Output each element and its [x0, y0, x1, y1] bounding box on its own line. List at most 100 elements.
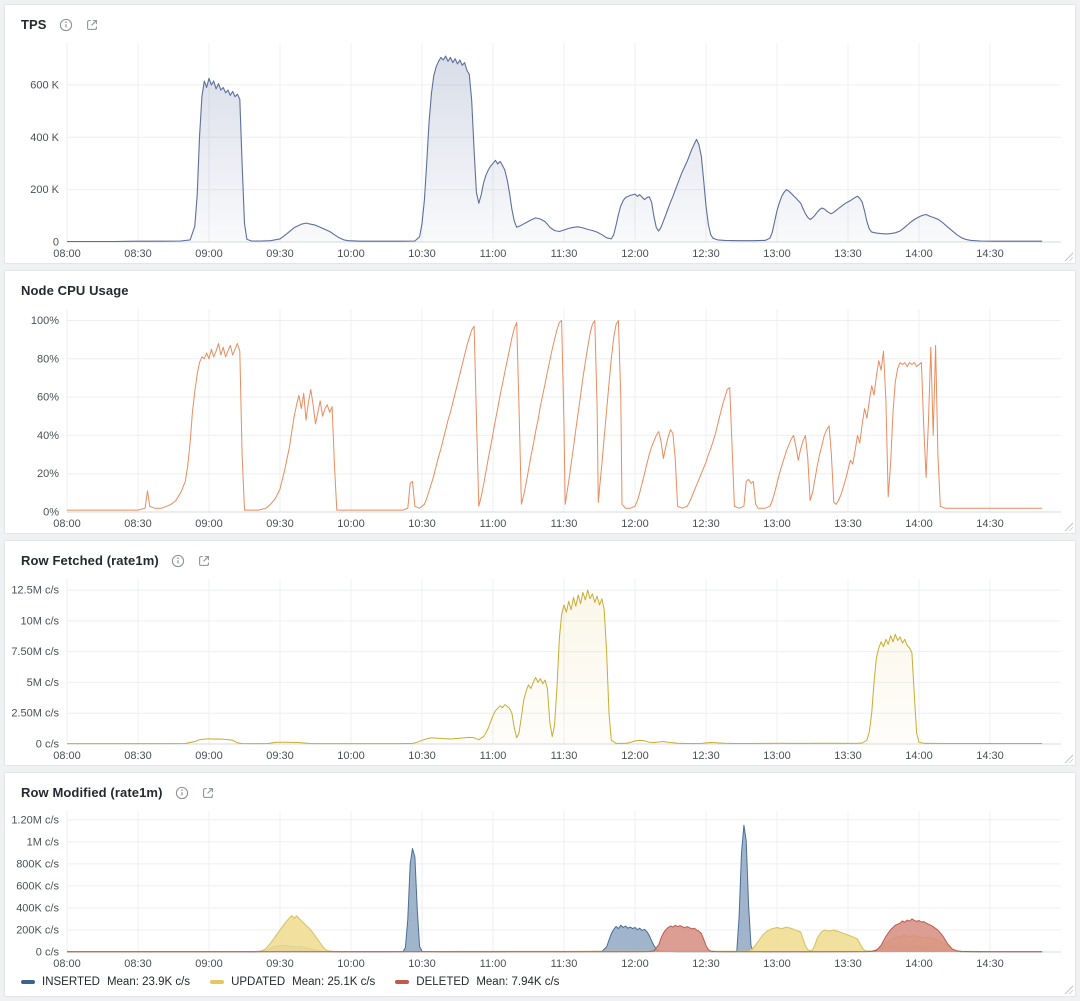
svg-text:09:00: 09:00	[195, 518, 223, 530]
chart-area: 08:00 08:30 09:00 09:30 10:00 10:30 11:00 11:30…	[5, 35, 1075, 263]
svg-text:08:30: 08:30	[124, 518, 152, 530]
svg-text:12:00: 12:00	[621, 750, 649, 762]
svg-text:08:00: 08:00	[53, 518, 81, 530]
svg-text:11:00: 11:00	[480, 750, 507, 762]
cpu-chart[interactable]: 08:00 08:30 09:00 09:30 10:00 10:30 11:00 11:30…	[5, 301, 1075, 533]
svg-text:08:00: 08:00	[53, 958, 81, 970]
legend-swatch-inserted	[21, 980, 35, 984]
legend-swatch-deleted	[395, 980, 410, 984]
svg-text:40%: 40%	[37, 430, 59, 442]
svg-text:12:30: 12:30	[692, 958, 720, 970]
panel-title: Node CPU Usage	[21, 283, 129, 298]
svg-text:600K c/s: 600K c/s	[16, 880, 59, 892]
chart-area: 08:00 08:30 09:00 09:30 10:00 10:30 11:00 11:30…	[5, 571, 1075, 765]
svg-text:12:30: 12:30	[692, 248, 720, 260]
svg-text:600 K: 600 K	[30, 79, 59, 91]
legend-label: UPDATED	[231, 976, 286, 988]
svg-text:08:30: 08:30	[124, 248, 152, 260]
svg-text:13:30: 13:30	[834, 518, 862, 530]
svg-text:800K c/s: 800K c/s	[16, 858, 59, 870]
svg-text:09:30: 09:30	[266, 750, 294, 762]
chart-area: 08:00 08:30 09:00 09:30 10:00 10:30 11:00 11:30…	[5, 803, 1075, 973]
row-modified-chart[interactable]: 08:00 08:30 09:00 09:30 10:00 10:30 11:00 11:30…	[5, 803, 1075, 973]
external-link-icon[interactable]	[85, 18, 99, 32]
svg-text:400K c/s: 400K c/s	[16, 902, 59, 914]
svg-text:12:00: 12:00	[621, 248, 649, 260]
svg-text:12:00: 12:00	[621, 518, 649, 530]
svg-text:09:00: 09:00	[195, 248, 223, 260]
svg-text:08:00: 08:00	[53, 248, 81, 260]
svg-text:10:30: 10:30	[408, 248, 436, 260]
svg-text:14:30: 14:30	[976, 958, 1004, 970]
svg-text:1M c/s: 1M c/s	[27, 836, 60, 848]
legend-item-updated[interactable]: UPDATED Mean: 25.1K c/s	[210, 976, 375, 988]
svg-text:09:00: 09:00	[195, 958, 223, 970]
legend-swatch-updated	[210, 980, 225, 984]
svg-text:12:30: 12:30	[692, 750, 720, 762]
panel-node-cpu-usage: Node CPU Usage 08:00 08:30 09:00 09:30 10:00…	[4, 270, 1076, 534]
legend-label: INSERTED	[42, 976, 100, 988]
svg-text:09:30: 09:30	[266, 518, 294, 530]
svg-text:10:30: 10:30	[408, 750, 436, 762]
svg-text:200K c/s: 200K c/s	[16, 925, 59, 937]
row-fetched-chart[interactable]: 08:00 08:30 09:00 09:30 10:00 10:30 11:00 11:30…	[5, 571, 1075, 765]
svg-text:14:30: 14:30	[976, 518, 1004, 530]
svg-text:13:00: 13:00	[763, 518, 791, 530]
tps-chart[interactable]: 08:00 08:30 09:00 09:30 10:00 10:30 11:00 11:30…	[5, 35, 1075, 263]
svg-text:7.50M c/s: 7.50M c/s	[11, 646, 59, 658]
panel-row-modified: Row Modified (rate1m) 08:00 08:30 09:00 09:…	[4, 772, 1076, 997]
svg-text:11:30: 11:30	[551, 750, 578, 762]
svg-text:13:00: 13:00	[763, 248, 791, 260]
info-icon[interactable]	[59, 18, 73, 32]
svg-text:60%: 60%	[37, 392, 59, 404]
panel-tps: TPS 08:00 08:30 09:00 09:30 10:00 10:30 11:00 1…	[4, 4, 1076, 264]
svg-text:1.20M c/s: 1.20M c/s	[11, 814, 59, 826]
panel-header: TPS	[5, 5, 1075, 35]
svg-text:14:00: 14:00	[905, 248, 933, 260]
svg-text:20%: 20%	[37, 468, 59, 480]
svg-text:11:00: 11:00	[480, 248, 507, 260]
svg-text:200 K: 200 K	[30, 184, 59, 196]
legend-mean: Mean: 23.9K c/s	[106, 976, 191, 988]
svg-text:10:30: 10:30	[408, 518, 436, 530]
legend-item-deleted[interactable]: DELETED Mean: 7.94K c/s	[395, 976, 559, 988]
svg-text:11:30: 11:30	[551, 518, 578, 530]
svg-text:10:30: 10:30	[408, 958, 436, 970]
info-icon[interactable]	[171, 554, 185, 568]
external-link-icon[interactable]	[201, 786, 215, 800]
info-icon[interactable]	[175, 786, 189, 800]
svg-text:0%: 0%	[43, 507, 59, 519]
dashboard: TPS 08:00 08:30 09:00 09:30 10:00 10:30 11:00 1…	[4, 4, 1076, 997]
svg-text:14:00: 14:00	[905, 518, 933, 530]
svg-text:12:00: 12:00	[621, 958, 649, 970]
svg-text:09:30: 09:30	[266, 958, 294, 970]
svg-text:14:00: 14:00	[905, 958, 933, 970]
resize-handle[interactable]	[1063, 521, 1073, 531]
resize-handle[interactable]	[1063, 984, 1073, 994]
panel-row-fetched: Row Fetched (rate1m) 08:00 08:30 09:00 09:3…	[4, 540, 1076, 766]
panel-header: Node CPU Usage	[5, 271, 1075, 301]
external-link-icon[interactable]	[197, 554, 211, 568]
resize-handle[interactable]	[1063, 753, 1073, 763]
svg-text:2.50M c/s: 2.50M c/s	[11, 708, 59, 720]
svg-text:12:30: 12:30	[692, 518, 720, 530]
panel-header: Row Modified (rate1m)	[5, 773, 1075, 803]
resize-handle[interactable]	[1063, 251, 1073, 261]
svg-text:10:00: 10:00	[337, 750, 365, 762]
svg-text:09:30: 09:30	[266, 248, 294, 260]
svg-text:11:30: 11:30	[551, 248, 578, 260]
svg-text:0 c/s: 0 c/s	[36, 947, 60, 959]
svg-text:12.5M c/s: 12.5M c/s	[11, 585, 59, 597]
legend-item-inserted[interactable]: INSERTED Mean: 23.9K c/s	[21, 976, 190, 988]
svg-text:10:00: 10:00	[337, 248, 365, 260]
svg-text:11:00: 11:00	[480, 958, 507, 970]
svg-text:100%: 100%	[31, 315, 59, 327]
svg-text:08:00: 08:00	[53, 750, 81, 762]
legend: INSERTED Mean: 23.9K c/s UPDATED Mean: 2…	[5, 973, 1075, 996]
svg-text:09:00: 09:00	[195, 750, 223, 762]
chart-area: 08:00 08:30 09:00 09:30 10:00 10:30 11:00 11:30…	[5, 301, 1075, 533]
svg-text:13:00: 13:00	[763, 750, 791, 762]
svg-text:13:30: 13:30	[834, 750, 862, 762]
svg-text:400 K: 400 K	[30, 132, 59, 144]
svg-text:13:30: 13:30	[834, 248, 862, 260]
